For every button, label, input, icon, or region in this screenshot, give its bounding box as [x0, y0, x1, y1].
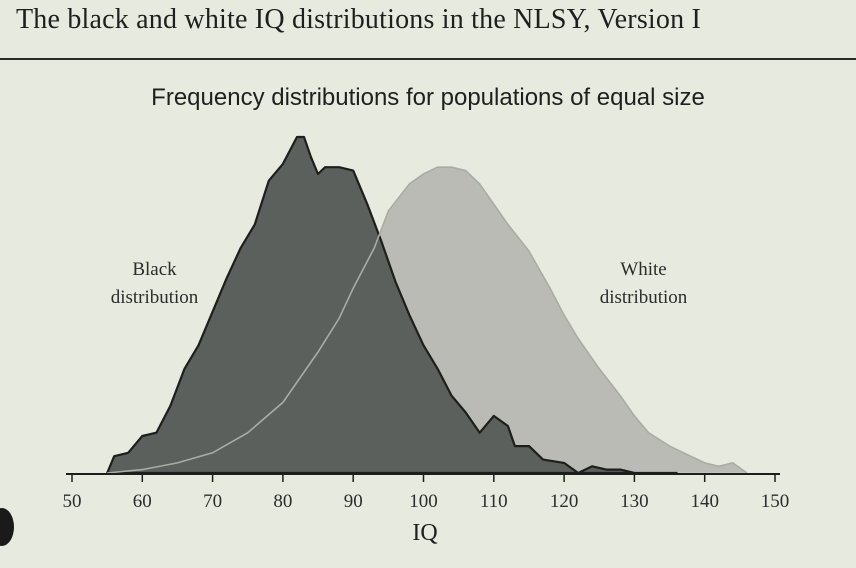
x-tick-label: 100 [409, 491, 438, 512]
figure-title: The black and white IQ distributions in … [16, 4, 702, 35]
x-tick-label: 130 [620, 491, 649, 512]
x-tick-label: 50 [62, 491, 82, 512]
black-label-line-2: distribution [110, 287, 199, 308]
x-tick-label: 150 [760, 491, 790, 512]
white-label-line-2: distribution [599, 287, 688, 308]
corner-dot [0, 508, 14, 546]
x-axis [66, 473, 780, 482]
series-areas [106, 135, 748, 475]
x-tick-label: 140 [690, 491, 719, 512]
x-tick-label: 60 [132, 491, 152, 512]
x-tick-label: 120 [549, 491, 579, 512]
x-tick-label: 90 [343, 491, 363, 512]
white-distribution-outline [107, 166, 748, 474]
x-tick-label: 110 [479, 491, 508, 512]
x-tick-label: 70 [203, 491, 223, 512]
black-distribution-label: Black distribution [82, 256, 227, 312]
white-distribution-label: White distribution [571, 256, 716, 312]
black-label-line-1: Black [132, 259, 177, 280]
black-distribution-area [106, 135, 678, 475]
x-tick-label: 80 [273, 491, 293, 512]
white-label-line-1: White [620, 259, 667, 280]
x-axis-label: IQ [412, 520, 438, 546]
chart-subtitle: Frequency distributions for populations … [151, 84, 705, 111]
title-divider [0, 58, 856, 60]
